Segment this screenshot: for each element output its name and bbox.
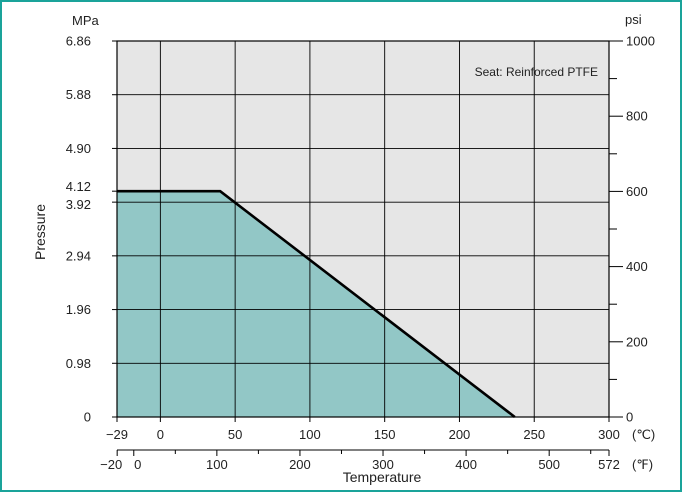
y-left-tick-label: 0.98 [66, 356, 91, 371]
y-axis-title: Pressure [32, 204, 48, 260]
x-fahrenheit-tick-label: −20 [100, 457, 122, 472]
x-celsius-tick-label: −29 [106, 427, 128, 442]
rating-fill-area [117, 191, 515, 417]
celsius-unit: (℃) [632, 427, 655, 442]
x-celsius-tick-label: 200 [449, 427, 471, 442]
axis-labels: Seat: Reinforced PTFE MPa psi (℃) (℉) Te… [32, 12, 655, 485]
y-left-tick-label: 2.94 [66, 248, 91, 263]
x-celsius-tick-label: 0 [157, 427, 164, 442]
seat-annotation: Seat: Reinforced PTFE [475, 65, 598, 79]
x-celsius-tick-label: 250 [523, 427, 545, 442]
y-right-tick-label: 800 [626, 109, 648, 124]
y-right-tick-label: 600 [626, 184, 648, 199]
x-fahrenheit-tick-label: 500 [538, 457, 560, 472]
y-right-tick-label: 200 [626, 334, 648, 349]
y-right-tick-label: 0 [626, 410, 633, 425]
right-axis-unit: psi [625, 12, 642, 27]
y-left-tick-label: 3.92 [66, 197, 91, 212]
x-celsius-tick-label: 300 [598, 427, 620, 442]
y-right-tick-label: 400 [626, 259, 648, 274]
x-celsius-tick-label: 100 [299, 427, 321, 442]
y-left-tick-label: 4.90 [66, 141, 91, 156]
y-left-tick-label: 6.86 [66, 34, 91, 49]
fahrenheit-unit: (℉) [632, 457, 653, 472]
x-fahrenheit-tick-label: 100 [206, 457, 228, 472]
y-left-tick-label: 4.12 [66, 179, 91, 194]
y-right-tick-label: 1000 [626, 34, 655, 49]
axis-ticks [112, 40, 623, 456]
x-fahrenheit-tick-label: 0 [134, 457, 141, 472]
x-axis-title: Temperature [343, 469, 422, 485]
x-fahrenheit-tick-label: 200 [289, 457, 311, 472]
rating-curve [117, 189, 516, 419]
left-axis-unit: MPa [72, 13, 100, 28]
y-left-tick-label: 5.88 [66, 87, 91, 102]
x-celsius-tick-label: 150 [374, 427, 396, 442]
y-left-tick-label: 1.96 [66, 302, 91, 317]
x-fahrenheit-tick-label: 400 [455, 457, 477, 472]
x-fahrenheit-tick-label: 572 [598, 457, 620, 472]
y-left-tick-label: 0 [84, 410, 91, 425]
x-celsius-tick-label: 50 [228, 427, 242, 442]
x-fahrenheit-tick-label: 300 [372, 457, 394, 472]
grid-lines [117, 41, 609, 417]
